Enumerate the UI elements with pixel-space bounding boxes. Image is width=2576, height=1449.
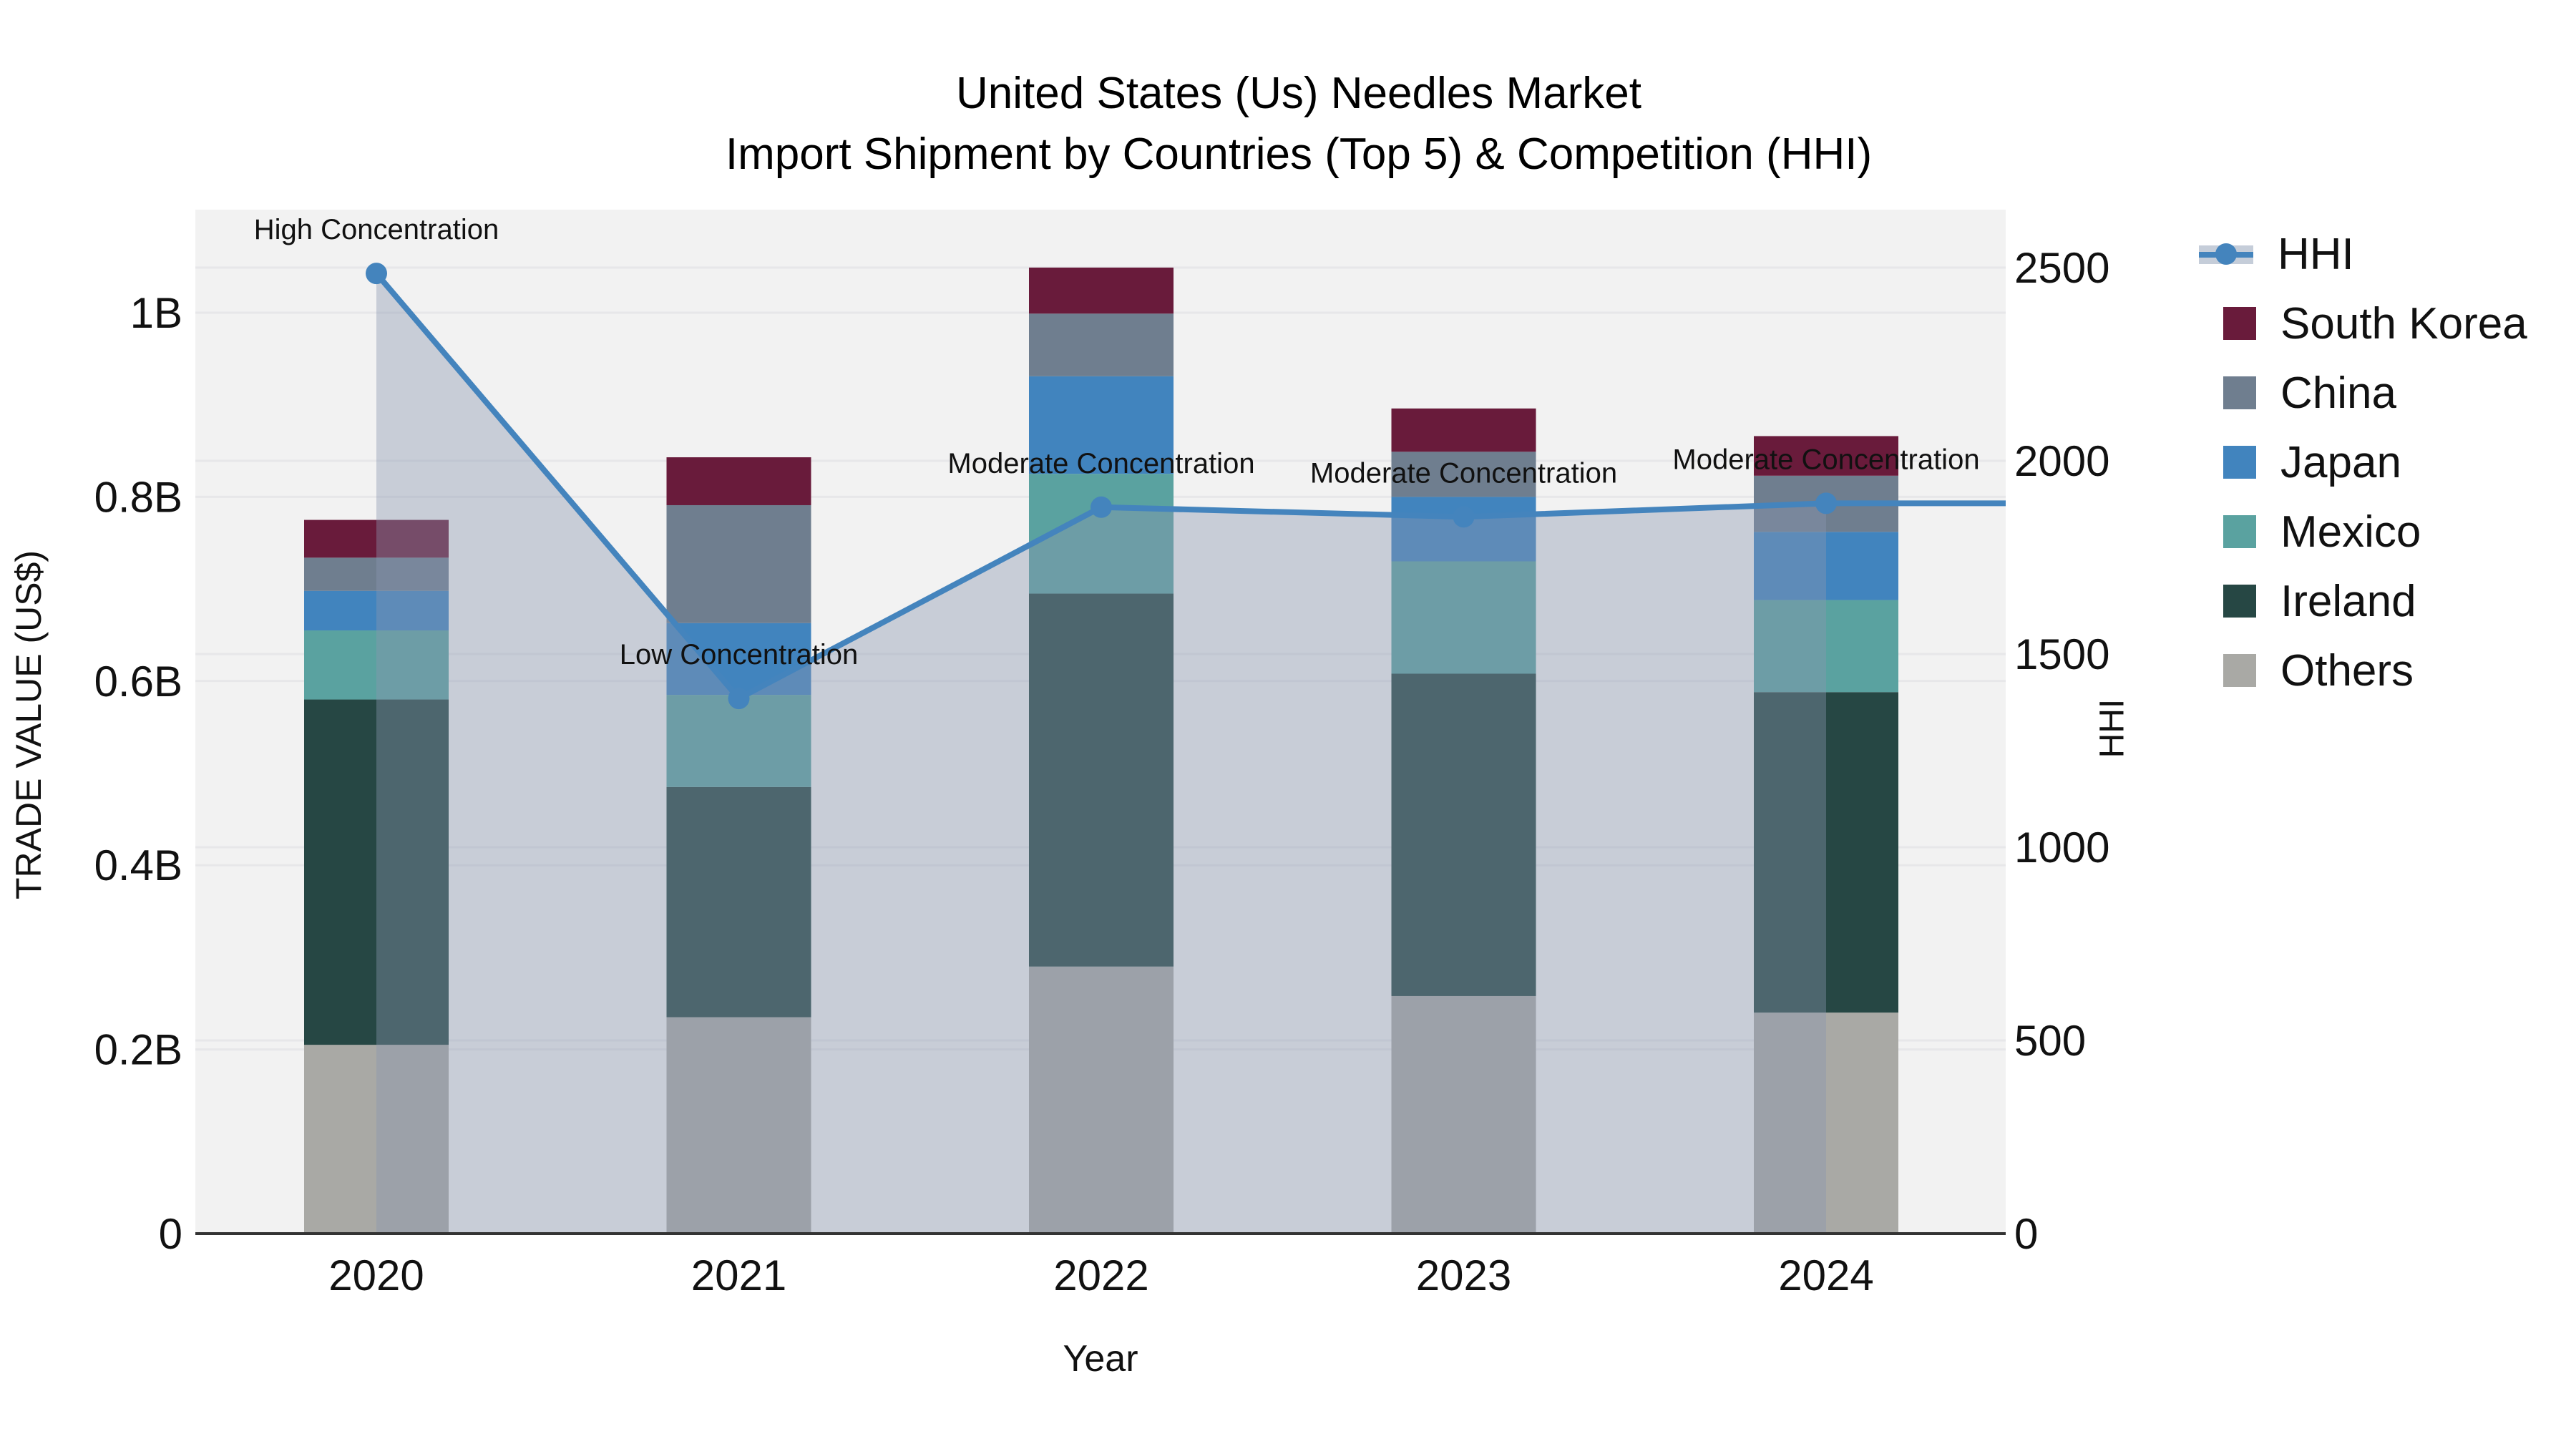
y-left-tick-0.8B: 0.8B (94, 473, 182, 521)
y-left-tick-0.6B: 0.6B (94, 658, 182, 706)
bar-segment-others-2024 (1754, 1013, 1898, 1234)
legend-item-ireland[interactable]: Ireland (2199, 577, 2416, 626)
chart-title-line-2: Import Shipment by Countries (Top 5) & C… (725, 130, 1873, 179)
bar-segment-others-2022 (1029, 966, 1174, 1234)
legend-color-swatch-ireland (2223, 585, 2256, 618)
bar-segment-mexico-2023 (1391, 561, 1536, 674)
legend-item-hhi[interactable]: HHI (2199, 230, 2354, 279)
y-left-tick-0: 0 (159, 1210, 182, 1258)
bar-segment-japan-2021 (666, 623, 811, 696)
annotation-2020: High Concentration (254, 214, 499, 245)
legend-color-swatch-japan (2223, 446, 2256, 479)
y-right-tick-2500: 2500 (2014, 244, 2109, 292)
y-right-tick-1000: 1000 (2014, 824, 2109, 872)
legend-color-swatch-mexico (2223, 515, 2256, 548)
bar-segment-ireland-2021 (666, 786, 811, 1018)
bar-segment-south-korea-2024 (1754, 436, 1898, 476)
bar-segment-ireland-2023 (1391, 673, 1536, 996)
bar-segment-ireland-2022 (1029, 593, 1174, 967)
hhi-marker-2022 (1091, 496, 1112, 518)
legend-item-japan[interactable]: Japan (2199, 438, 2401, 487)
y-right-tick-0: 0 (2014, 1210, 2038, 1258)
x-tick-2021: 2021 (691, 1252, 786, 1299)
bar-segment-mexico-2024 (1754, 600, 1898, 693)
x-axis-title: Year (1063, 1338, 1138, 1380)
legend-item-south-korea[interactable]: South Korea (2199, 298, 2527, 348)
bar-segment-china-2020 (304, 557, 449, 591)
bar-segment-japan-2020 (304, 590, 449, 631)
x-tick-2023: 2023 (1416, 1252, 1511, 1299)
y-right-tick-2000: 2000 (2014, 437, 2109, 485)
legend-item-mexico[interactable]: Mexico (2199, 507, 2421, 557)
legend-label-others: Others (2280, 645, 2414, 696)
legend-label-south-korea: South Korea (2280, 298, 2527, 348)
annotation-2021: Low Concentration (620, 639, 859, 670)
y-left-tick-1B: 1B (130, 289, 182, 337)
bar-segment-japan-2022 (1029, 376, 1174, 474)
hhi-marker-2024 (1815, 492, 1837, 514)
legend-label-japan: Japan (2280, 437, 2401, 487)
hhi-marker-2020 (366, 263, 387, 285)
legend: HHI South Korea China Japan Mexico Ireland Oth… (2199, 0, 2571, 1449)
legend-color-swatch-others (2223, 654, 2256, 687)
legend-label-hhi: HHI (2278, 229, 2354, 279)
bar-segment-china-2021 (666, 504, 811, 623)
bar-segment-ireland-2020 (304, 699, 449, 1045)
x-tick-2022: 2022 (1053, 1252, 1148, 1299)
annotation-2022: Moderate Concentration (947, 448, 1254, 479)
legend-label-mexico: Mexico (2280, 507, 2421, 557)
y-right-tick-1500: 1500 (2014, 630, 2109, 678)
bar-segment-others-2023 (1391, 995, 1536, 1234)
hhi-area-fill (376, 273, 1826, 1234)
bar-segment-japan-2024 (1754, 532, 1898, 600)
hhi-line (374, 271, 2006, 703)
hhi-marker-2023 (1453, 506, 1475, 528)
y-right-tick-500: 500 (2014, 1017, 2086, 1065)
legend-hhi-line-swatch (2199, 238, 2253, 270)
bar-segment-mexico-2020 (304, 630, 449, 700)
hhi-marker-2021 (728, 688, 750, 710)
bar-segment-others-2021 (666, 1017, 811, 1234)
annotation-2024: Moderate Concentration (1672, 444, 1979, 475)
left-axis-title: TRADE VALUE (US$) (9, 550, 49, 900)
bar-segment-south-korea-2022 (1029, 267, 1174, 314)
annotation-2023: Moderate Concentration (1310, 457, 1617, 489)
bar-segment-south-korea-2020 (304, 519, 449, 558)
bar-segment-others-2020 (304, 1045, 449, 1234)
y-left-tick-0.4B: 0.4B (94, 841, 182, 889)
bar-segment-china-2022 (1029, 313, 1174, 376)
bar-segment-south-korea-2023 (1391, 408, 1536, 452)
bar-segment-mexico-2021 (666, 695, 811, 787)
bar-segment-ireland-2024 (1754, 692, 1898, 1013)
x-tick-2020: 2020 (328, 1252, 424, 1299)
legend-label-ireland: Ireland (2280, 576, 2416, 626)
legend-label-china: China (2280, 368, 2396, 418)
bar-segment-south-korea-2021 (666, 457, 811, 505)
right-axis-title: HHI (2093, 698, 2132, 758)
chart-title-line-1: United States (Us) Needles Market (956, 69, 1641, 118)
x-tick-2024: 2024 (1778, 1252, 1873, 1299)
legend-item-others[interactable]: Others (2199, 645, 2414, 696)
legend-color-swatch-china (2223, 376, 2256, 409)
bar-segment-china-2023 (1391, 452, 1536, 497)
legend-item-china[interactable]: China (2199, 369, 2396, 418)
legend-color-swatch-south-korea (2223, 307, 2256, 340)
y-left-tick-0.2B: 0.2B (94, 1026, 182, 1074)
